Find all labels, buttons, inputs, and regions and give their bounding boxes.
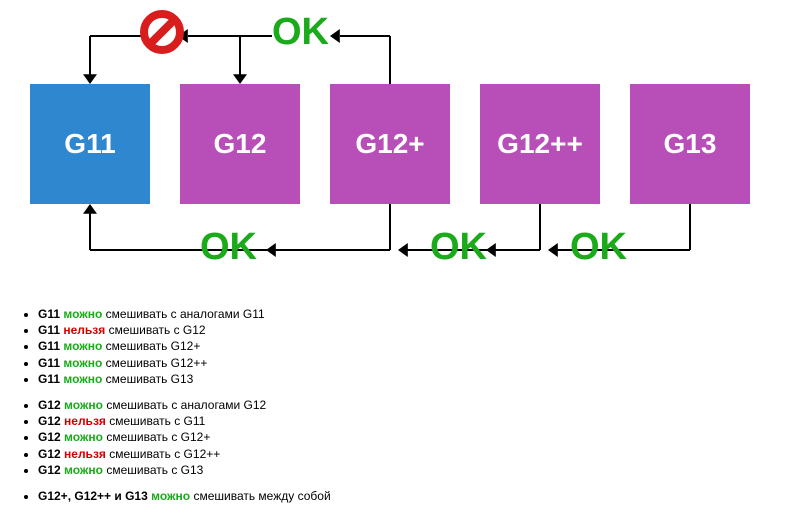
rule-item: G11 можно смешивать с аналогами G11 [38, 306, 331, 322]
diagram-stage: G11 G12 G12+ G12++ G13 OK OK OK OK [0, 0, 786, 300]
box-label: G12+ [355, 128, 424, 160]
prohibit-icon [140, 10, 184, 54]
rules-list: G11 можно смешивать с аналогами G11G11 н… [10, 306, 331, 514]
ok-label-top: OK [272, 13, 329, 51]
top-connectors [0, 0, 786, 90]
rule-item: G11 можно смешивать G12++ [38, 355, 331, 371]
rule-item: G12 можно смешивать с G13 [38, 462, 331, 478]
box-label: G12++ [497, 128, 583, 160]
ok-label-bottom-3: OK [570, 228, 627, 266]
rule-item: G12 нельзя смешивать с G12++ [38, 446, 331, 462]
rule-item: G12 можно смешивать с аналогами G12 [38, 397, 331, 413]
ok-label-bottom-1: OK [200, 228, 257, 266]
box-g12pp: G12++ [480, 84, 600, 204]
rule-item: G12 нельзя смешивать с G11 [38, 413, 331, 429]
rule-item: G11 можно смешивать G12+ [38, 338, 331, 354]
rule-item: G11 нельзя смешивать с G12 [38, 322, 331, 338]
box-g11: G11 [30, 84, 150, 204]
rule-item: G12 можно смешивать с G12+ [38, 429, 331, 445]
rule-item: G12+, G12++ и G13 можно смешивать между … [38, 488, 331, 504]
box-g13: G13 [630, 84, 750, 204]
ok-label-bottom-2: OK [430, 228, 487, 266]
rule-item: G11 можно смешивать G13 [38, 371, 331, 387]
box-label: G11 [64, 128, 115, 160]
box-g12: G12 [180, 84, 300, 204]
box-g12p: G12+ [330, 84, 450, 204]
box-label: G12 [214, 128, 267, 160]
box-label: G13 [664, 128, 717, 160]
bottom-connectors [0, 200, 786, 300]
